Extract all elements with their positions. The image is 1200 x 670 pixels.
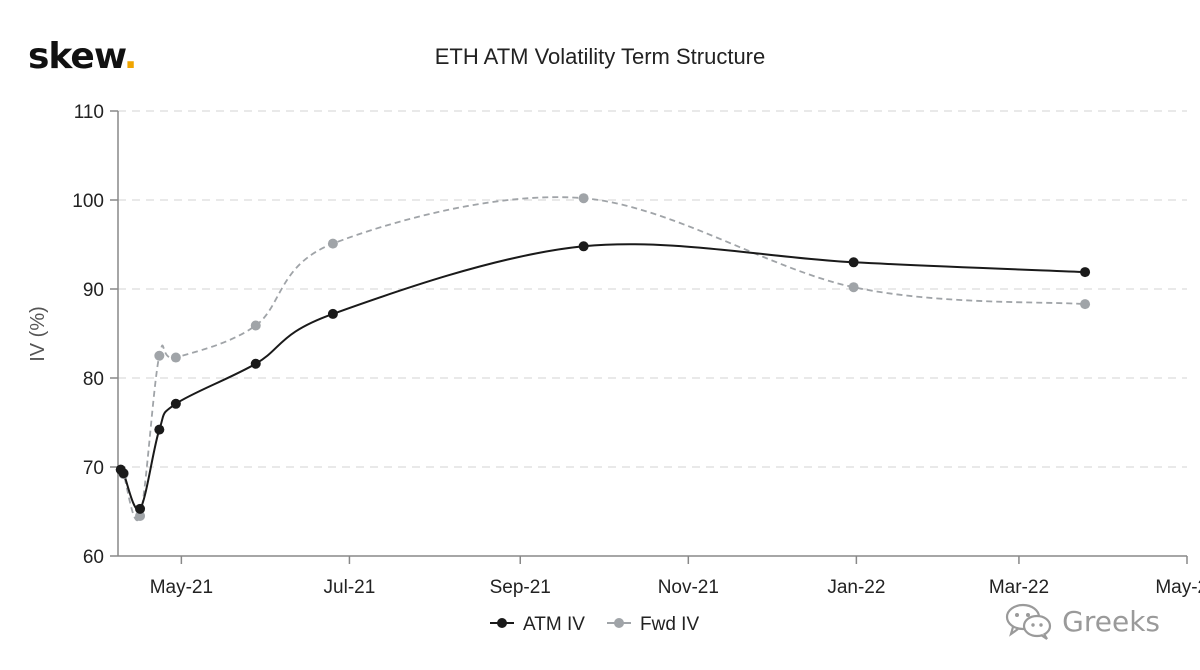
fwd-iv-point [578, 193, 589, 204]
fwd-iv-point [250, 320, 261, 331]
legend-swatch-marker [614, 618, 624, 628]
fwd-iv-point [327, 238, 338, 249]
y-tick-label: 60 [83, 547, 104, 568]
atm-iv-point [848, 257, 859, 268]
atm-iv-point [250, 358, 261, 369]
fwd-iv-point [1080, 299, 1091, 310]
chart-title: ETH ATM Volatility Term Structure [434, 44, 766, 69]
y-tick-label: 100 [72, 191, 104, 212]
y-tick-label: 110 [74, 102, 104, 123]
fwd-iv-point [848, 282, 859, 293]
skew-logo: skew. [28, 36, 137, 77]
fwd-iv-point [154, 350, 165, 361]
y-axis-title: IV (%) [27, 306, 49, 362]
atm-iv-point [578, 241, 589, 252]
x-tick-label: May-21 [150, 577, 213, 598]
atm-iv-line [119, 243, 1086, 511]
y-tick-label: 80 [83, 369, 104, 390]
watermark-text: Greeks [1062, 604, 1160, 638]
legend-item-atm-iv[interactable]: ATM IV [490, 614, 585, 635]
atm-iv-point [135, 503, 146, 514]
y-tick-label: 70 [83, 458, 104, 479]
legend-swatch-marker [497, 618, 507, 628]
legend-item-fwd-iv[interactable]: Fwd IV [607, 614, 699, 635]
atm-iv-point [170, 398, 181, 409]
legend-label: Fwd IV [640, 614, 699, 635]
x-tick-label: Jan-22 [827, 577, 885, 598]
atm-iv-point [1080, 267, 1091, 278]
atm-iv-point [327, 308, 338, 319]
atm-iv-point [154, 424, 165, 435]
x-tick-label: Mar-22 [989, 577, 1049, 598]
axes: 60 70 80 90 100 110 May-21 Jul-21 Sep-21 Nov-21 Ja… [72, 102, 1200, 598]
atm-iv-point [118, 468, 129, 479]
series-lines [119, 196, 1086, 521]
y-tick-label: 90 [83, 280, 104, 301]
watermark: Greeks [1004, 602, 1160, 640]
fwd-iv-point [170, 352, 181, 363]
fwd-iv-point [135, 510, 146, 521]
x-tick-label: May-22 [1155, 577, 1200, 598]
x-tick-label: Nov-21 [658, 577, 719, 598]
wechat-icon [1006, 603, 1052, 640]
gridlines [118, 110, 1187, 468]
legend[interactable]: ATM IV Fwd IV [490, 614, 699, 635]
legend-label: ATM IV [523, 614, 585, 635]
x-tick-label: Jul-21 [324, 577, 376, 598]
x-tick-label: Sep-21 [490, 577, 551, 598]
series-points [115, 193, 1091, 521]
